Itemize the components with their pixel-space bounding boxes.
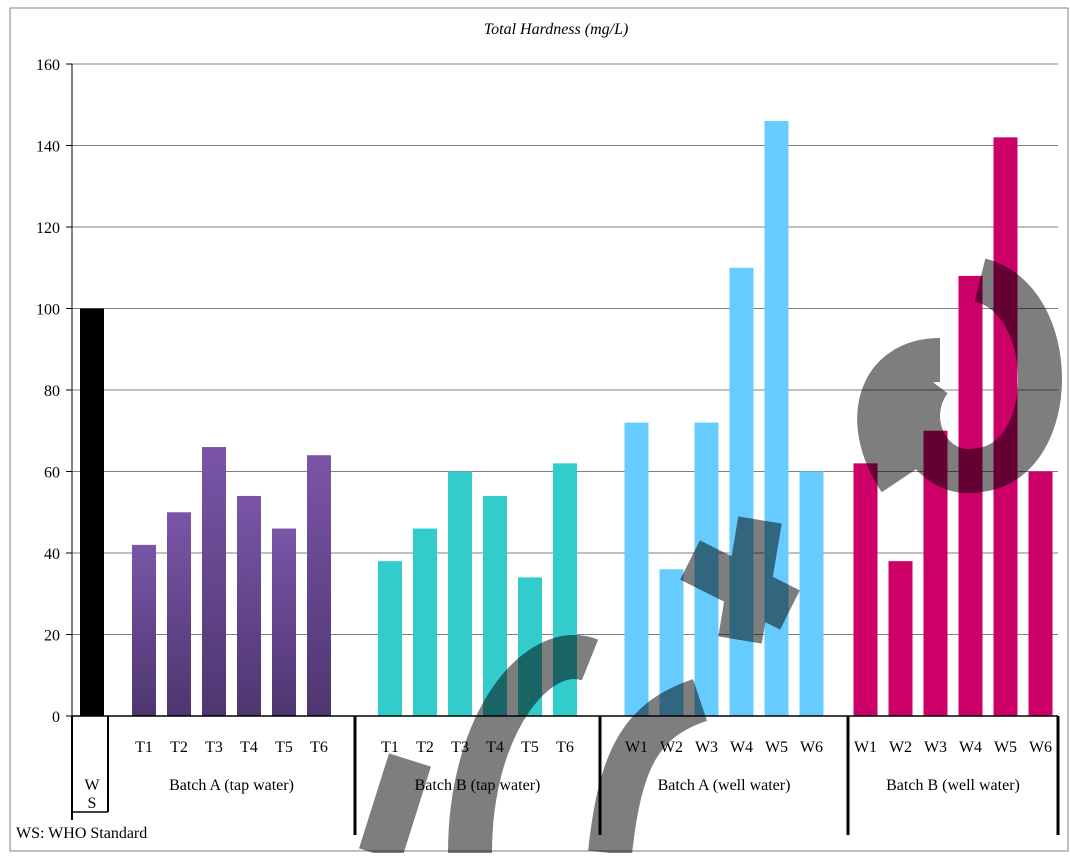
bars (80, 121, 1053, 717)
bar (624, 422, 649, 716)
y-tick-label: 80 (44, 383, 60, 400)
bar (272, 528, 296, 716)
x-tick-label: W5 (765, 739, 788, 756)
x-tick-label: T1 (135, 739, 153, 756)
bar (413, 528, 437, 716)
watermark-stroke (857, 338, 942, 493)
footnote: WS: WHO Standard (16, 825, 147, 842)
group-label: Batch A (well water) (658, 777, 791, 794)
x-tick-label: T1 (381, 739, 399, 756)
group-label: S (88, 795, 97, 812)
x-tick-label: T2 (416, 739, 434, 756)
y-tick-label: 20 (44, 628, 60, 645)
bar (799, 471, 824, 716)
group-label: W (84, 777, 100, 794)
watermark-text: Retracted (0, 0, 4, 1)
bar (167, 512, 191, 716)
watermark-stroke (896, 258, 1062, 494)
bar (132, 544, 156, 716)
bar (888, 561, 913, 716)
x-tick-label: T2 (170, 739, 188, 756)
x-tick-label: T3 (205, 739, 223, 756)
x-tick-label: T6 (556, 739, 574, 756)
x-tick-label: W3 (695, 739, 718, 756)
bar (1028, 471, 1053, 716)
y-tick-label: 160 (36, 57, 60, 74)
watermark-stroke (359, 753, 431, 858)
y-axis-ticks: 0 20 40 60 80 100 120 140 160 (36, 57, 72, 726)
watermark-stroke (448, 635, 599, 854)
y-tick-label: 60 (44, 465, 60, 482)
chart-title: Total Hardness (mg/L) (484, 21, 629, 38)
bar (378, 561, 402, 716)
x-tick-label: W6 (1029, 739, 1052, 756)
group-label: Batch B (well water) (886, 777, 1020, 794)
y-tick-label: 140 (36, 139, 60, 156)
y-tick-label: 40 (44, 546, 60, 563)
x-tick-label: W5 (994, 739, 1017, 756)
x-tick-label: T5 (521, 739, 539, 756)
bar (202, 447, 226, 716)
x-tick-label: W3 (924, 739, 947, 756)
y-tick-label: 120 (36, 220, 60, 237)
bar (853, 463, 878, 716)
bar (237, 495, 261, 716)
bar (729, 267, 754, 716)
x-tick-label: T5 (275, 739, 293, 756)
x-tick-label: T4 (240, 739, 258, 756)
watermark-stroke (588, 679, 708, 856)
y-tick-label: 100 (36, 302, 60, 319)
bar (958, 275, 983, 716)
bar (80, 308, 104, 716)
group-label: Batch A (tap water) (169, 777, 294, 794)
bar (448, 471, 472, 716)
x-tick-label: W4 (959, 739, 982, 756)
x-tick-label: W4 (730, 739, 753, 756)
x-tick-label: W1 (854, 739, 877, 756)
x-tick-label: W6 (800, 739, 823, 756)
y-tick-label: 0 (52, 709, 60, 726)
bar (307, 455, 331, 716)
x-tick-label: T6 (310, 739, 328, 756)
x-tick-label: W2 (889, 739, 912, 756)
watermark-stroke (680, 516, 800, 644)
